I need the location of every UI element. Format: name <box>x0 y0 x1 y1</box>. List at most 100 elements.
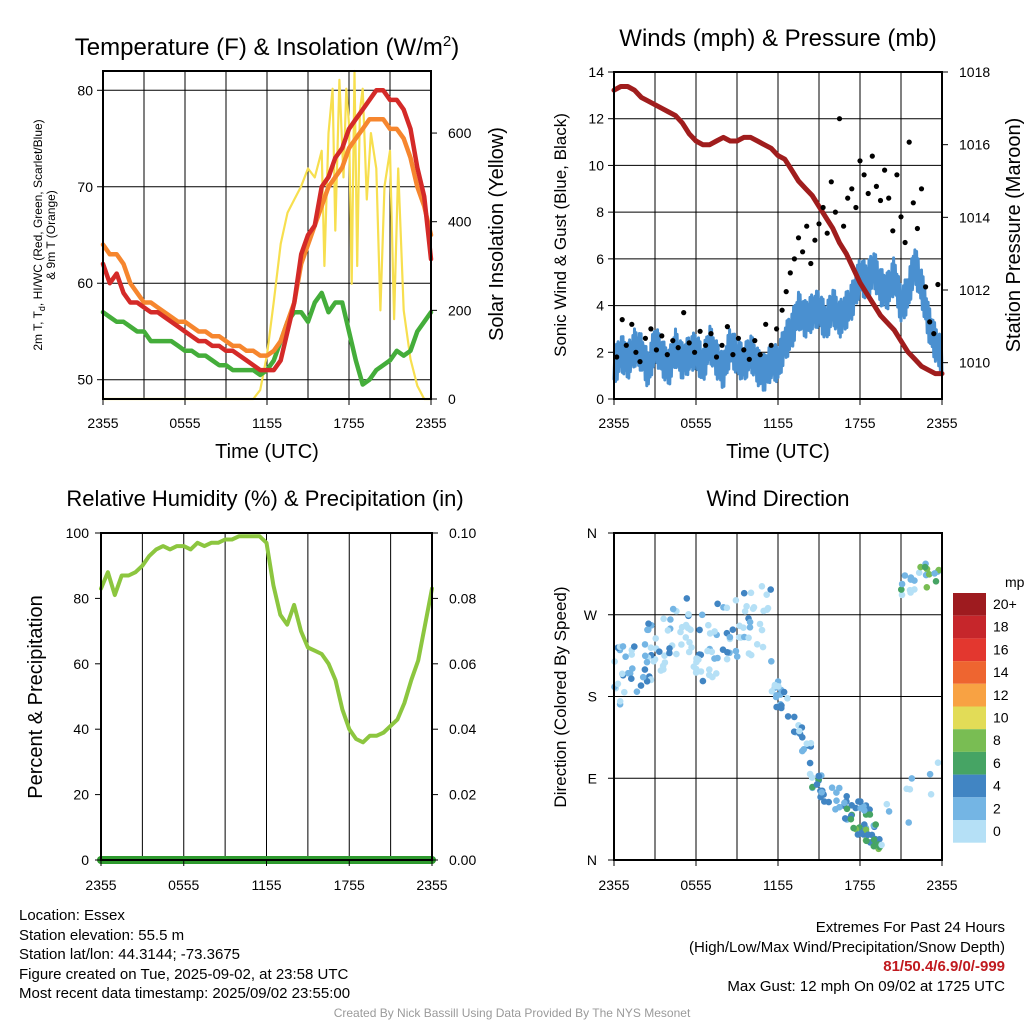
direction-point <box>848 802 855 809</box>
gust-point <box>735 335 742 341</box>
direction-point <box>923 584 931 591</box>
legend-label: 12 <box>993 687 1009 703</box>
pressure-ytick-label: 1018 <box>959 64 990 80</box>
direction-point <box>885 808 893 815</box>
precip-ytick-label: 0.02 <box>449 787 476 803</box>
legend-swatch <box>953 820 986 843</box>
humidity-ytick-label: 80 <box>73 590 89 606</box>
wind-direction-panel: Wind Direction Direction (Colored By Spe… <box>551 486 1024 893</box>
temperature-ylabel-line1: 2m T, Td, HI/WC (Red, Green, Scarlet/Blu… <box>31 119 47 350</box>
legend-swatch <box>953 751 986 775</box>
wind-direction-title: Wind Direction <box>706 486 849 511</box>
latlon-text: Station lat/lon: 44.3144; -73.3675 <box>19 946 241 963</box>
direction-point <box>685 648 693 656</box>
gust-point <box>890 228 896 234</box>
legend-swatch <box>953 593 986 616</box>
gust-point <box>828 179 834 185</box>
direction-point <box>747 589 755 597</box>
direction-point <box>637 682 645 689</box>
gust-point <box>741 347 747 353</box>
direction-point <box>705 621 712 629</box>
wind-xtick-label: 1155 <box>763 415 793 431</box>
gust-point <box>703 342 709 348</box>
direction-point <box>657 667 665 674</box>
wind-speed-line <box>612 248 944 392</box>
direction-point <box>628 675 635 682</box>
direction-point <box>682 621 690 629</box>
wind-xtick-label: 2355 <box>926 415 957 431</box>
humidity-grid <box>141 533 392 860</box>
direction-point <box>639 673 647 681</box>
gust-point <box>898 214 904 220</box>
direction-point <box>905 819 912 826</box>
legend-label: 6 <box>993 755 1001 771</box>
direction-point <box>855 798 862 805</box>
temperature-xtick-label: 0555 <box>169 415 200 431</box>
direction-point <box>927 791 935 798</box>
temperature-ytick-label: 70 <box>77 179 93 195</box>
direction-point <box>666 649 673 657</box>
direction-point <box>841 799 848 807</box>
pressure-ytick-label: 1016 <box>959 137 990 153</box>
gust-point <box>642 335 649 341</box>
wind-pressure-title: Winds (mph) & Pressure (mb) <box>619 25 936 52</box>
legend-swatch <box>953 774 986 798</box>
gust-point <box>923 284 929 290</box>
gust-point <box>832 209 839 215</box>
direction-point <box>925 571 933 578</box>
direction-point <box>749 605 757 612</box>
direction-point <box>687 626 694 633</box>
direction-point <box>799 747 806 755</box>
humidity-xtick-label: 1155 <box>251 877 281 893</box>
gust-point <box>931 331 937 337</box>
direction-point <box>695 656 702 663</box>
temperature-ytick-label: 50 <box>77 372 93 388</box>
gust-point <box>629 321 635 327</box>
direction-point <box>813 781 821 788</box>
direction-point <box>685 611 692 618</box>
precip-ytick-label: 0.06 <box>449 656 476 672</box>
direction-point <box>661 652 668 659</box>
direction-point <box>791 713 798 721</box>
gust-point <box>836 116 843 122</box>
temperature-xlabel: Time (UTC) <box>215 441 319 463</box>
direction-point <box>768 658 775 665</box>
temperature-ytick-label: 60 <box>77 275 93 291</box>
direction-point <box>806 770 814 778</box>
wind-xtick-label: 2355 <box>598 415 629 431</box>
gust-point <box>724 324 731 330</box>
legend-label: 0 <box>993 823 1001 839</box>
direction-ytick-label: N <box>587 525 597 541</box>
direction-point <box>847 815 855 823</box>
recent-data-text: Most recent data timestamp: 2025/09/02 2… <box>19 985 351 1002</box>
wind-ytick-label: 12 <box>588 111 604 127</box>
direction-point <box>714 600 721 608</box>
direction-point <box>614 680 622 688</box>
gust-point <box>713 354 720 360</box>
direction-point <box>836 784 843 792</box>
legend-label: 14 <box>993 664 1009 680</box>
gust-point <box>795 235 802 241</box>
legend-swatch <box>953 706 986 730</box>
humidity-xtick-label: 1755 <box>334 877 365 893</box>
humidity-ytick-label: 100 <box>66 525 90 541</box>
direction-point <box>784 713 792 720</box>
direction-point <box>758 583 766 590</box>
direction-point <box>626 670 634 677</box>
direction-point <box>870 836 878 844</box>
gust-point <box>730 352 736 358</box>
direction-point <box>724 649 731 656</box>
direction-point <box>934 759 942 766</box>
insolation-ytick-label: 400 <box>448 214 472 230</box>
wind-ytick-label: 8 <box>596 204 604 220</box>
gust-point <box>841 223 847 229</box>
wind-xtick-label: 1755 <box>844 415 875 431</box>
humidity-ytick-label: 20 <box>73 787 89 803</box>
direction-ytick-label: E <box>588 770 597 786</box>
direction-point <box>650 658 657 665</box>
direction-point <box>784 695 791 702</box>
pressure-ytick-label: 1010 <box>959 355 990 371</box>
precip-ytick-label: 0.08 <box>449 590 476 606</box>
gust-point <box>614 354 620 360</box>
humidity-ticks: 0 20 40 60 80 100 0.00 0.02 0.04 0.06 0.08 0.10 2355… <box>66 525 477 893</box>
